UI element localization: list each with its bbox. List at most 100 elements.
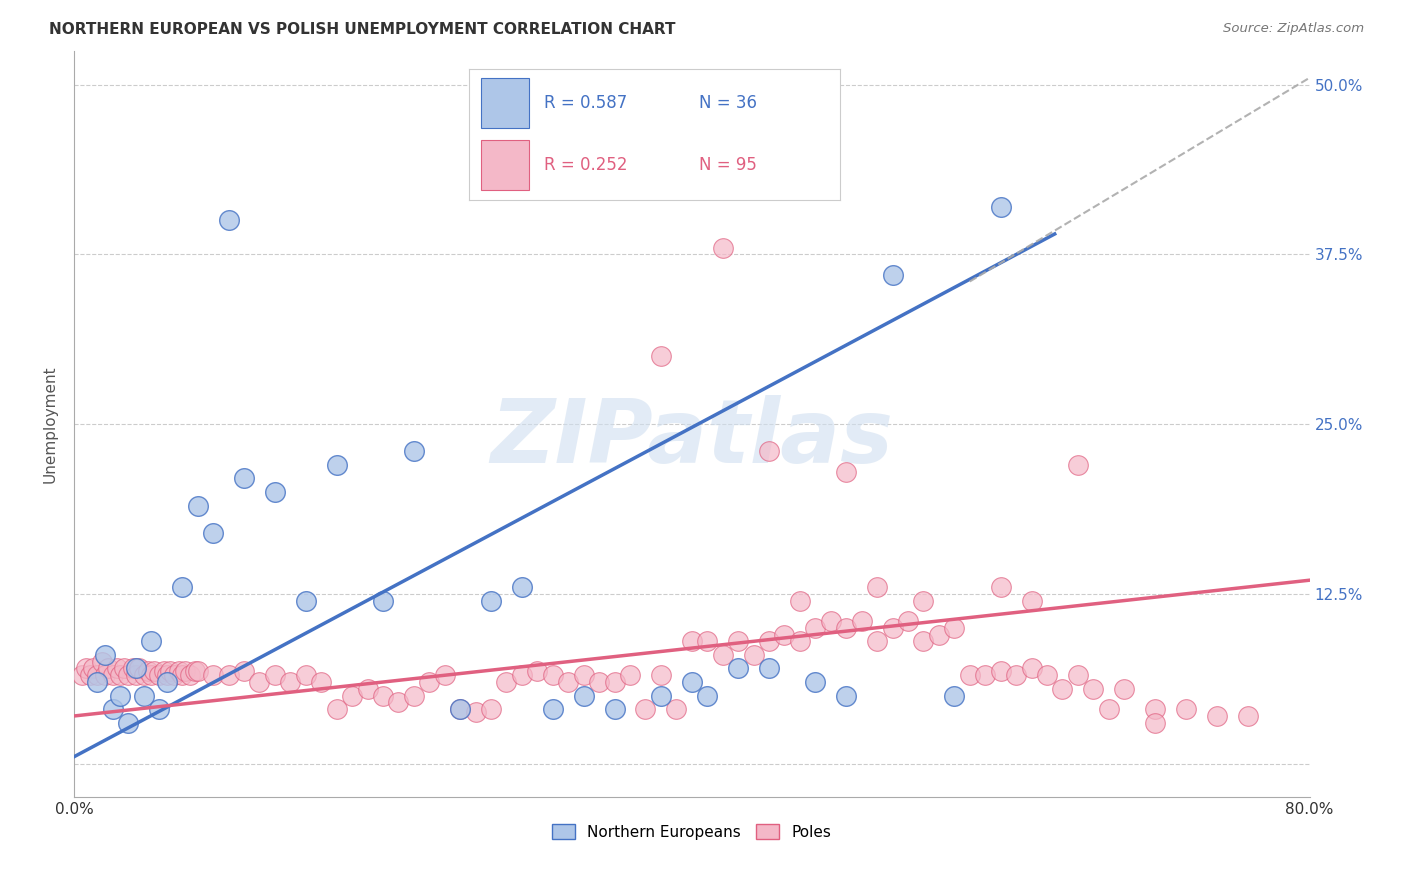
Point xyxy=(371,689,394,703)
Point xyxy=(101,702,124,716)
Point xyxy=(851,614,873,628)
Point xyxy=(882,621,904,635)
Point xyxy=(340,689,363,703)
Point xyxy=(1036,668,1059,682)
Point xyxy=(294,668,316,682)
Point xyxy=(990,200,1012,214)
Point xyxy=(758,661,780,675)
Point xyxy=(619,668,641,682)
Point xyxy=(97,661,120,675)
Point xyxy=(789,634,811,648)
Point xyxy=(1144,715,1167,730)
Point xyxy=(650,668,672,682)
Point xyxy=(804,621,827,635)
Point xyxy=(86,668,108,682)
Point xyxy=(179,668,201,682)
Point xyxy=(263,485,285,500)
Point xyxy=(117,668,139,682)
Point xyxy=(603,675,626,690)
Point xyxy=(1021,593,1043,607)
Point xyxy=(94,648,117,662)
Point xyxy=(572,668,595,682)
Point xyxy=(1083,681,1105,696)
Point xyxy=(742,648,765,662)
Text: ZIPatlas: ZIPatlas xyxy=(491,395,893,483)
Point xyxy=(1098,702,1121,716)
Point xyxy=(218,668,240,682)
Point xyxy=(758,634,780,648)
Point xyxy=(820,614,842,628)
Point xyxy=(665,702,688,716)
Point xyxy=(117,715,139,730)
Point xyxy=(402,689,425,703)
Point xyxy=(650,349,672,363)
Point xyxy=(141,634,163,648)
Point xyxy=(148,668,170,682)
Point xyxy=(789,593,811,607)
Point xyxy=(912,593,935,607)
Point xyxy=(136,664,159,678)
Point xyxy=(634,702,657,716)
Point xyxy=(141,668,163,682)
Point xyxy=(148,702,170,716)
Point xyxy=(86,675,108,690)
Point xyxy=(696,634,718,648)
Point xyxy=(912,634,935,648)
Point xyxy=(187,499,209,513)
Point xyxy=(101,668,124,682)
Point xyxy=(449,702,471,716)
Point xyxy=(603,702,626,716)
Point xyxy=(804,675,827,690)
Point xyxy=(572,689,595,703)
Point xyxy=(990,580,1012,594)
Point xyxy=(233,664,256,678)
Point xyxy=(105,661,128,675)
Point xyxy=(495,675,517,690)
Point xyxy=(1067,668,1090,682)
Point xyxy=(1005,668,1028,682)
Point xyxy=(479,593,502,607)
Point xyxy=(309,675,332,690)
Text: NORTHERN EUROPEAN VS POLISH UNEMPLOYMENT CORRELATION CHART: NORTHERN EUROPEAN VS POLISH UNEMPLOYMENT… xyxy=(49,22,676,37)
Point xyxy=(202,668,225,682)
Point xyxy=(371,593,394,607)
Point xyxy=(70,668,93,682)
Point xyxy=(172,668,194,682)
Point xyxy=(75,661,97,675)
Point xyxy=(526,664,548,678)
Point xyxy=(882,268,904,282)
Point xyxy=(1067,458,1090,472)
Point xyxy=(588,675,610,690)
Point xyxy=(835,465,858,479)
Point xyxy=(110,689,132,703)
Point xyxy=(218,213,240,227)
Point xyxy=(187,664,209,678)
Point xyxy=(541,668,564,682)
Point xyxy=(1175,702,1198,716)
Point xyxy=(183,664,205,678)
Point xyxy=(758,444,780,458)
Point xyxy=(479,702,502,716)
Point xyxy=(1205,709,1227,723)
Point xyxy=(152,664,174,678)
Point xyxy=(727,661,749,675)
Point xyxy=(835,689,858,703)
Point xyxy=(866,580,889,594)
Point xyxy=(159,664,181,678)
Point xyxy=(696,689,718,703)
Point xyxy=(650,689,672,703)
Point xyxy=(247,675,270,690)
Point xyxy=(464,705,486,719)
Point xyxy=(402,444,425,458)
Point xyxy=(681,675,703,690)
Point xyxy=(172,580,194,594)
Point xyxy=(167,664,190,678)
Point xyxy=(943,689,966,703)
Point xyxy=(541,702,564,716)
Point xyxy=(128,661,150,675)
Point xyxy=(510,580,533,594)
Point xyxy=(418,675,440,690)
Point xyxy=(449,702,471,716)
Point xyxy=(1021,661,1043,675)
Point xyxy=(112,661,135,675)
